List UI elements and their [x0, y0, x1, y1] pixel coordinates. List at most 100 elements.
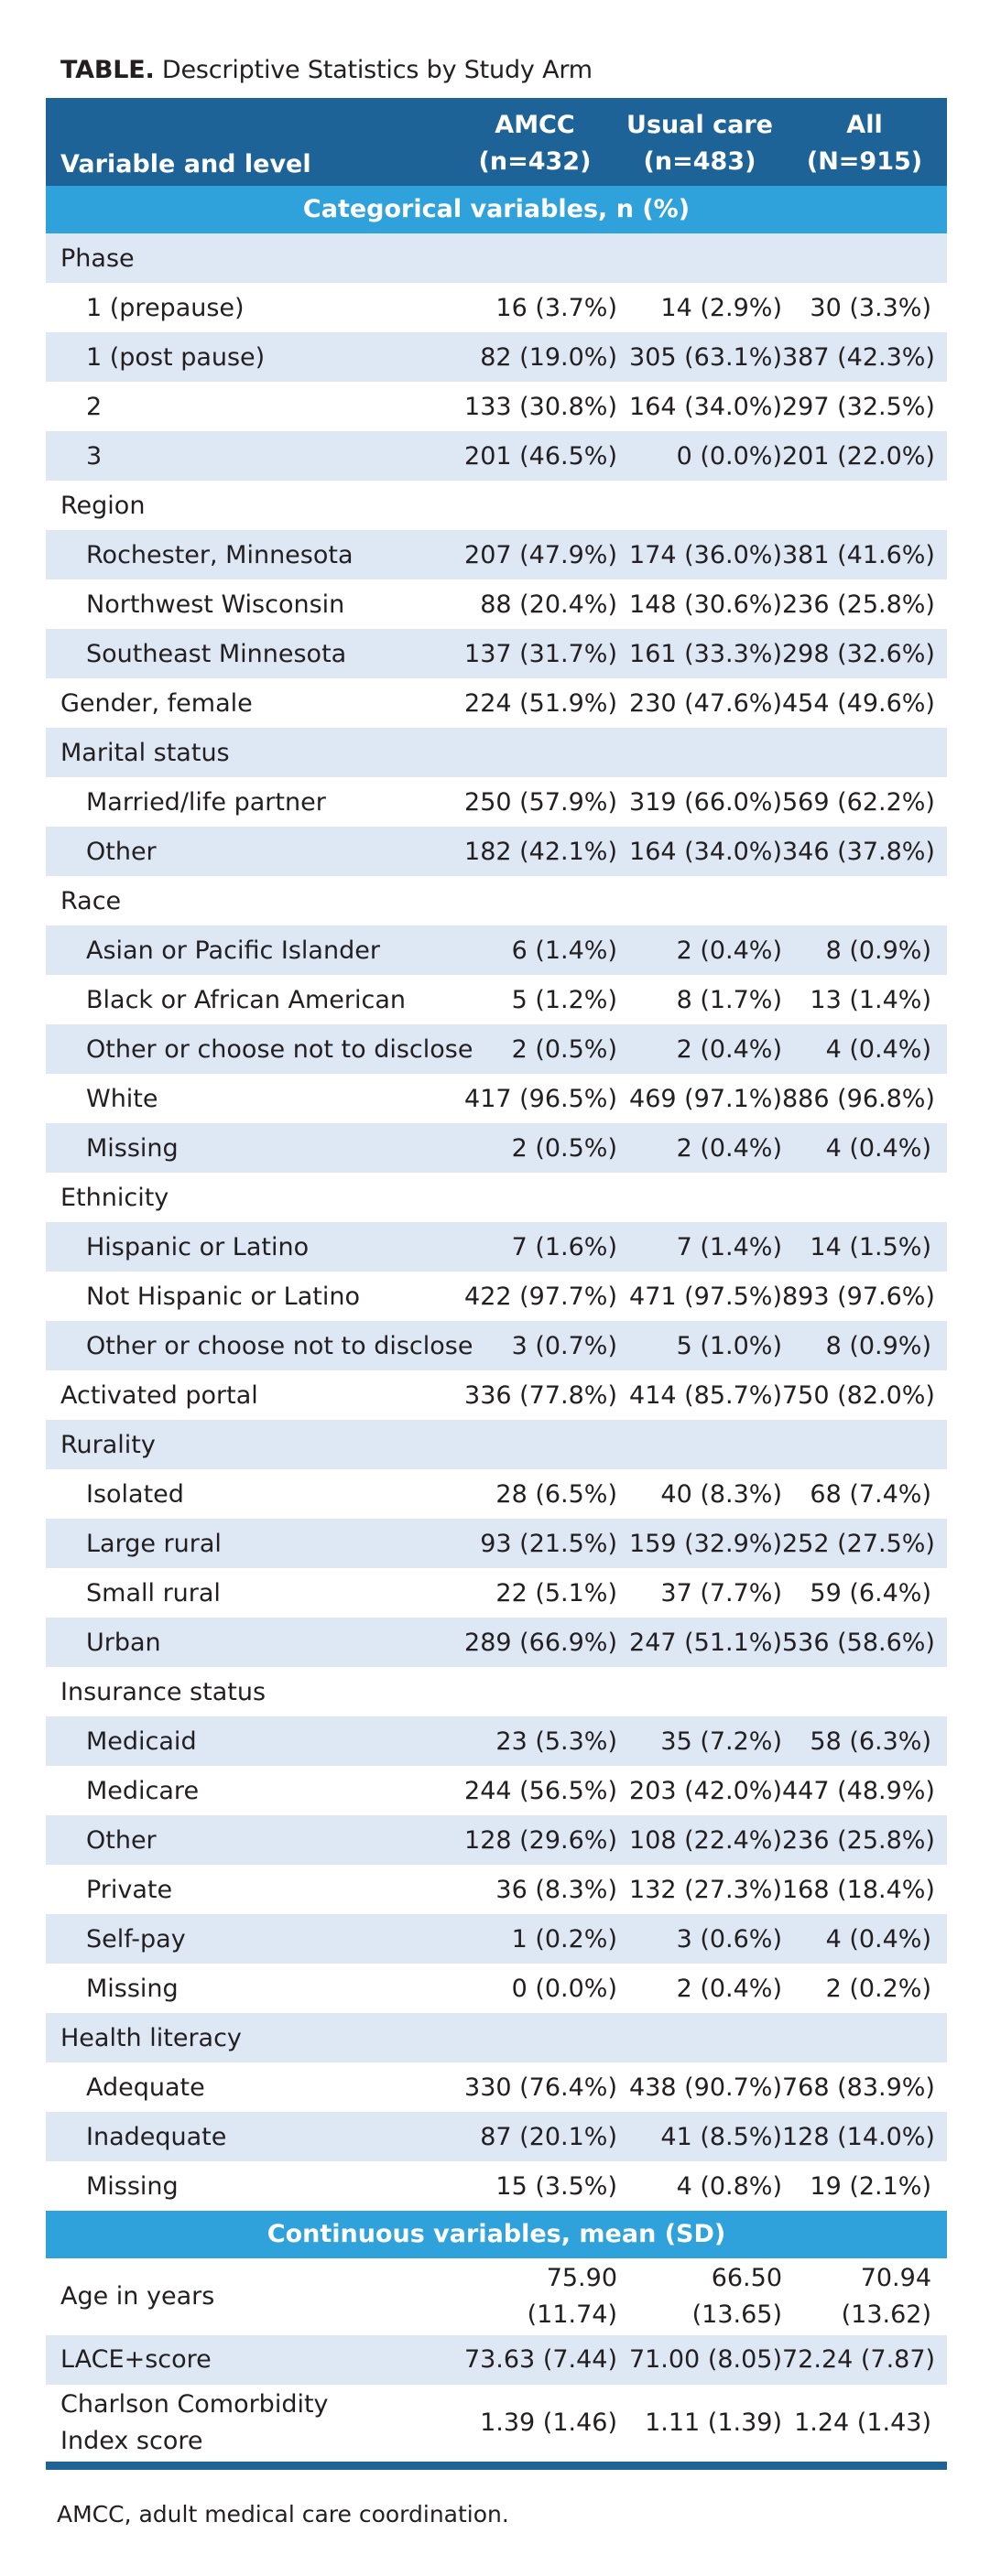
row-value: 13 (1.4%)	[810, 985, 931, 1014]
row-value: 168 (18.4%)	[782, 1875, 935, 1904]
row-label: Self-pay	[86, 1924, 186, 1954]
table-header: Variable and level AMCC (n=432) Usual ca…	[46, 98, 947, 186]
row-value: 87 (20.1%)	[480, 2122, 617, 2151]
row-label: Rurality	[60, 1430, 156, 1459]
caption-text: Descriptive Statistics by Study Arm	[161, 56, 593, 84]
row-value: 7 (1.6%)	[511, 1232, 617, 1261]
row-label-line: Age in years	[60, 2282, 215, 2311]
section-categorical: Categorical variables, n (%)	[46, 186, 947, 233]
row-value: 289 (66.9%)	[464, 1628, 617, 1657]
row-label: Northwest Wisconsin	[86, 590, 345, 619]
row-value: 569 (62.2%)	[782, 787, 935, 817]
row-value: 252 (27.5%)	[782, 1529, 935, 1558]
row-value: 768 (83.9%)	[782, 2073, 935, 2102]
row-value: 244 (56.5%)	[464, 1776, 617, 1805]
row-label: Hispanic or Latino	[86, 1232, 310, 1261]
table-row: Other 182 (42.1%) 164 (34.0%) 346 (37.8%)	[46, 827, 947, 876]
row-value: 387 (42.3%)	[782, 342, 935, 372]
row-label: 1 (prepause)	[86, 293, 245, 322]
row-value: 71.00 (8.05)	[617, 2342, 782, 2378]
statistics-table: Variable and level AMCC (n=432) Usual ca…	[46, 98, 947, 2470]
table-row: Self-pay 1 (0.2%) 3 (0.6%) 4 (0.4%)	[46, 1914, 947, 1964]
row-value: 417 (96.5%)	[464, 1084, 617, 1113]
row-value: 164 (34.0%)	[629, 392, 782, 421]
table-row: White 417 (96.5%) 469 (97.1%) 886 (96.8%)	[46, 1074, 947, 1123]
row-value-line: 70.94	[860, 2264, 931, 2292]
row-label: Southeast Minnesota	[86, 639, 347, 668]
table-row: LACE+score 73.63 (7.44) 71.00 (8.05) 72.24 …	[46, 2335, 947, 2385]
row-value-line: 1.11 (1.39)	[645, 2408, 782, 2437]
row-value: 36 (8.3%)	[495, 1875, 617, 1904]
row-value-line: 72.24 (7.87)	[782, 2345, 936, 2374]
row-value: 2 (0.4%)	[676, 1133, 782, 1163]
row-value: 207 (47.9%)	[464, 540, 617, 569]
row-value: 35 (7.2%)	[660, 1726, 782, 1756]
row-value: 2 (0.4%)	[676, 1034, 782, 1064]
row-value: 23 (5.3%)	[495, 1726, 617, 1756]
row-value: 5 (1.0%)	[676, 1331, 782, 1360]
row-value: 93 (21.5%)	[480, 1529, 617, 1558]
row-label: Missing	[86, 2171, 179, 2201]
header-amcc: AMCC (n=432)	[452, 107, 617, 180]
row-label: Private	[86, 1875, 173, 1904]
row-label: Other	[86, 1825, 157, 1855]
table-row: 2 133 (30.8%) 164 (34.0%) 297 (32.5%)	[46, 382, 947, 431]
table-row: Gender, female 224 (51.9%) 230 (47.6%) 454 …	[46, 678, 947, 728]
header-usual-care: Usual care (n=483)	[617, 107, 782, 180]
row-label: Gender, female	[60, 688, 253, 718]
header-amcc-n: (n=432)	[478, 147, 592, 176]
row-label: Black or African American	[86, 985, 407, 1014]
row-value: 201 (22.0%)	[782, 441, 935, 471]
table-row: 1 (post pause) 82 (19.0%) 305 (63.1%) 387 (…	[46, 332, 947, 382]
row-value: 148 (30.6%)	[629, 590, 782, 619]
table-row: Isolated 28 (6.5%) 40 (8.3%) 68 (7.4%)	[46, 1469, 947, 1519]
row-value: 224 (51.9%)	[464, 688, 617, 718]
row-value: 4 (0.8%)	[676, 2171, 782, 2201]
row-value-line: 73.63 (7.44)	[463, 2345, 617, 2374]
row-label: White	[86, 1084, 158, 1113]
row-value: 0 (0.0%)	[511, 1974, 617, 2003]
row-value: 886 (96.8%)	[782, 1084, 935, 1113]
row-label: Medicaid	[86, 1726, 197, 1756]
table-row: Married/life partner 250 (57.9%) 319 (66.0…	[46, 777, 947, 827]
row-value: 30 (3.3%)	[810, 293, 931, 322]
row-value: 16 (3.7%)	[495, 293, 617, 322]
row-value: 1.39 (1.46)	[452, 2405, 617, 2441]
row-value: 422 (97.7%)	[464, 1282, 617, 1311]
row-label: Health literacy	[60, 2023, 242, 2052]
row-label: Activated portal	[60, 1380, 258, 1410]
row-value: 336 (77.8%)	[464, 1380, 617, 1410]
row-label: Insurance status	[60, 1677, 267, 1706]
row-value-line: 1.39 (1.46)	[480, 2408, 617, 2437]
row-value: 247 (51.1%)	[629, 1628, 782, 1657]
row-value: 3 (0.6%)	[676, 1924, 782, 1954]
row-value: 297 (32.5%)	[782, 392, 935, 421]
row-value-line: 1.24 (1.43)	[794, 2408, 931, 2437]
table-row: Race	[46, 876, 947, 925]
row-value: 82 (19.0%)	[480, 342, 617, 372]
table-row: Inadequate 87 (20.1%) 41 (8.5%) 128 (14.0%)	[46, 2112, 947, 2161]
row-label-line: Index score	[60, 2427, 203, 2455]
row-value: 330 (76.4%)	[464, 2073, 617, 2102]
header-all-name: All	[846, 111, 883, 139]
row-value: 4 (0.4%)	[825, 1034, 931, 1064]
row-label-line: Charlson Comorbidity	[60, 2390, 329, 2419]
row-label: Age in years	[46, 2278, 452, 2315]
section-continuous: Continuous variables, mean (SD)	[46, 2211, 947, 2258]
row-value: 66.50 (13.65)	[617, 2260, 782, 2333]
row-value: 319 (66.0%)	[629, 787, 782, 817]
row-value: 2 (0.2%)	[825, 1974, 931, 2003]
header-usual-care-n: (n=483)	[643, 147, 756, 176]
table-row: Ethnicity	[46, 1173, 947, 1222]
table-row: Marital status	[46, 728, 947, 777]
table-row: Not Hispanic or Latino 422 (97.7%) 471 (97…	[46, 1272, 947, 1321]
table-row: Small rural 22 (5.1%) 37 (7.7%) 59 (6.4%)	[46, 1568, 947, 1618]
row-value: 2 (0.4%)	[676, 936, 782, 965]
row-value: 2 (0.4%)	[676, 1974, 782, 2003]
row-label: Adequate	[86, 2073, 205, 2102]
row-label: Other or choose not to disclose	[86, 1331, 473, 1360]
table-row: Charlson Comorbidity Index score 1.39 (1.4…	[46, 2385, 947, 2462]
table-row: Insurance status	[46, 1667, 947, 1716]
table-footnote: AMCC, adult medical care coordination.	[57, 2501, 509, 2527]
table-row: Missing 15 (3.5%) 4 (0.8%) 19 (2.1%)	[46, 2161, 947, 2211]
